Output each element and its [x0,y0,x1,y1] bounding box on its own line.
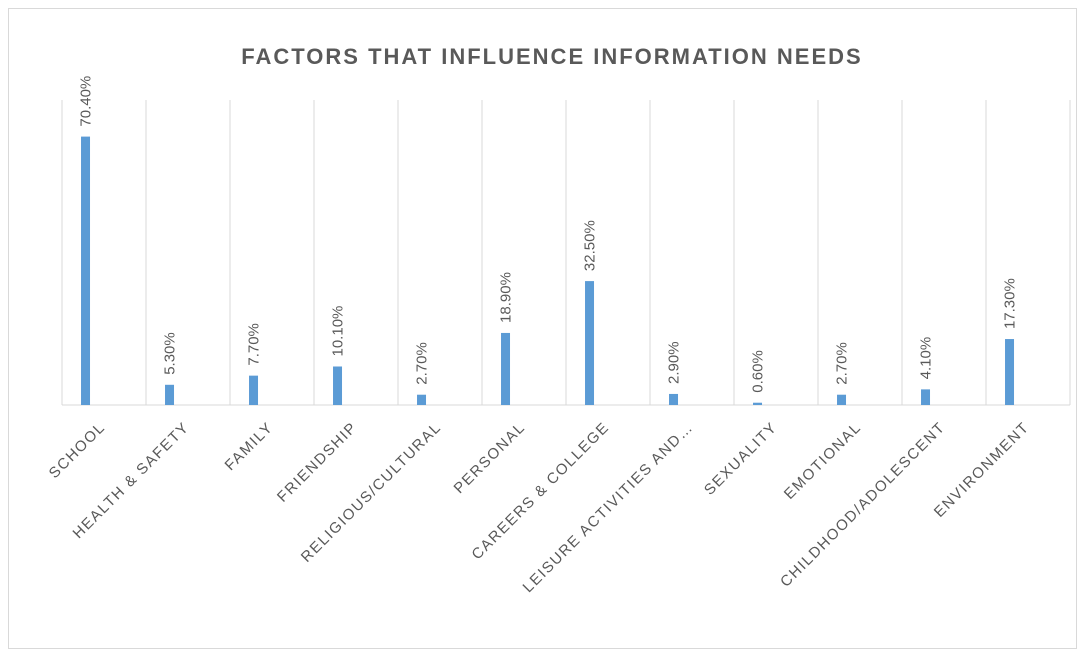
bar [585,281,595,405]
bar [501,332,511,405]
data-label: 5.30% [162,332,179,375]
data-label: 18.90% [498,272,515,323]
bar [1005,339,1015,405]
bar [837,394,847,405]
data-label: 0.60% [750,350,767,393]
bar [81,136,91,405]
data-label: 17.30% [1002,278,1019,329]
chart-frame [8,8,1077,649]
data-label: 32.50% [582,220,599,271]
bar [165,384,175,405]
data-label: 2.90% [666,341,683,384]
bar [921,389,931,405]
bar [669,393,679,405]
bar [753,402,763,405]
data-label: 7.70% [246,323,263,366]
bar [249,375,259,405]
bar [417,394,427,405]
data-label: 70.40% [78,76,95,127]
data-label: 4.10% [918,337,935,380]
bar [333,366,343,405]
chart-title: FACTORS THAT INFLUENCE INFORMATION NEEDS [241,44,862,69]
data-label: 10.10% [330,306,347,357]
data-label: 2.70% [834,342,851,385]
data-label: 2.70% [414,342,431,385]
